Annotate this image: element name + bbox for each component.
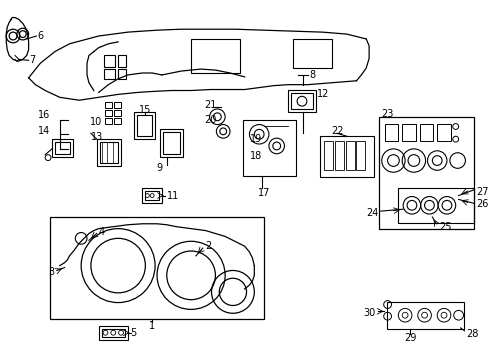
Bar [136,115,152,136]
Bar [378,117,473,229]
Text: 20: 20 [204,115,216,125]
Bar [52,139,73,157]
Bar [102,329,124,337]
Bar [398,188,473,223]
Text: 12: 12 [316,89,328,99]
Bar [356,141,365,170]
Text: 23: 23 [380,109,392,119]
Bar [105,110,112,116]
Bar [160,129,183,157]
Text: 27: 27 [475,187,488,197]
Bar [100,142,118,163]
Bar [105,102,112,108]
Bar [142,188,162,203]
Bar [105,118,112,123]
Text: 9: 9 [156,163,162,173]
Bar [103,69,115,79]
Bar [288,90,315,112]
Text: 26: 26 [475,199,488,209]
Text: 1: 1 [149,321,155,331]
Text: 17: 17 [258,188,270,198]
Text: 11: 11 [166,190,179,201]
Bar [436,123,450,141]
Bar [293,39,331,68]
Text: 19: 19 [250,134,262,144]
Bar [118,69,125,79]
Bar [384,123,398,141]
Bar [191,39,239,73]
Text: 30: 30 [363,308,375,318]
Bar [114,102,121,108]
Text: 16: 16 [38,110,50,120]
Bar [291,93,312,109]
Text: 14: 14 [38,126,50,136]
Text: 10: 10 [90,117,102,127]
Text: 29: 29 [403,333,415,343]
Bar [401,123,415,141]
Text: 28: 28 [466,329,478,339]
Text: 25: 25 [438,222,451,232]
Bar [242,120,296,176]
Text: 2: 2 [205,241,211,251]
Text: 5: 5 [129,328,136,338]
Text: 8: 8 [309,70,315,80]
Bar [133,112,155,139]
Bar [334,141,343,170]
Bar [99,326,127,339]
Text: 22: 22 [330,126,343,136]
Text: 18: 18 [250,151,262,161]
Bar [114,110,121,116]
Bar [118,55,125,67]
Text: 24: 24 [366,208,378,218]
Bar [55,142,70,154]
Bar [50,217,264,319]
Bar [145,191,159,201]
Text: 15: 15 [139,105,151,115]
Text: 6: 6 [37,31,43,41]
Bar [320,136,373,177]
Text: 4: 4 [99,226,104,237]
Bar [163,132,180,154]
Bar [345,141,354,170]
Bar [324,141,332,170]
Text: 21: 21 [204,100,216,110]
Bar [419,123,432,141]
Text: 13: 13 [90,132,102,142]
Text: 3: 3 [49,267,55,278]
Text: 7: 7 [30,55,36,66]
Bar [386,302,464,329]
Bar [97,139,121,166]
Bar [114,118,121,123]
Bar [103,55,115,67]
